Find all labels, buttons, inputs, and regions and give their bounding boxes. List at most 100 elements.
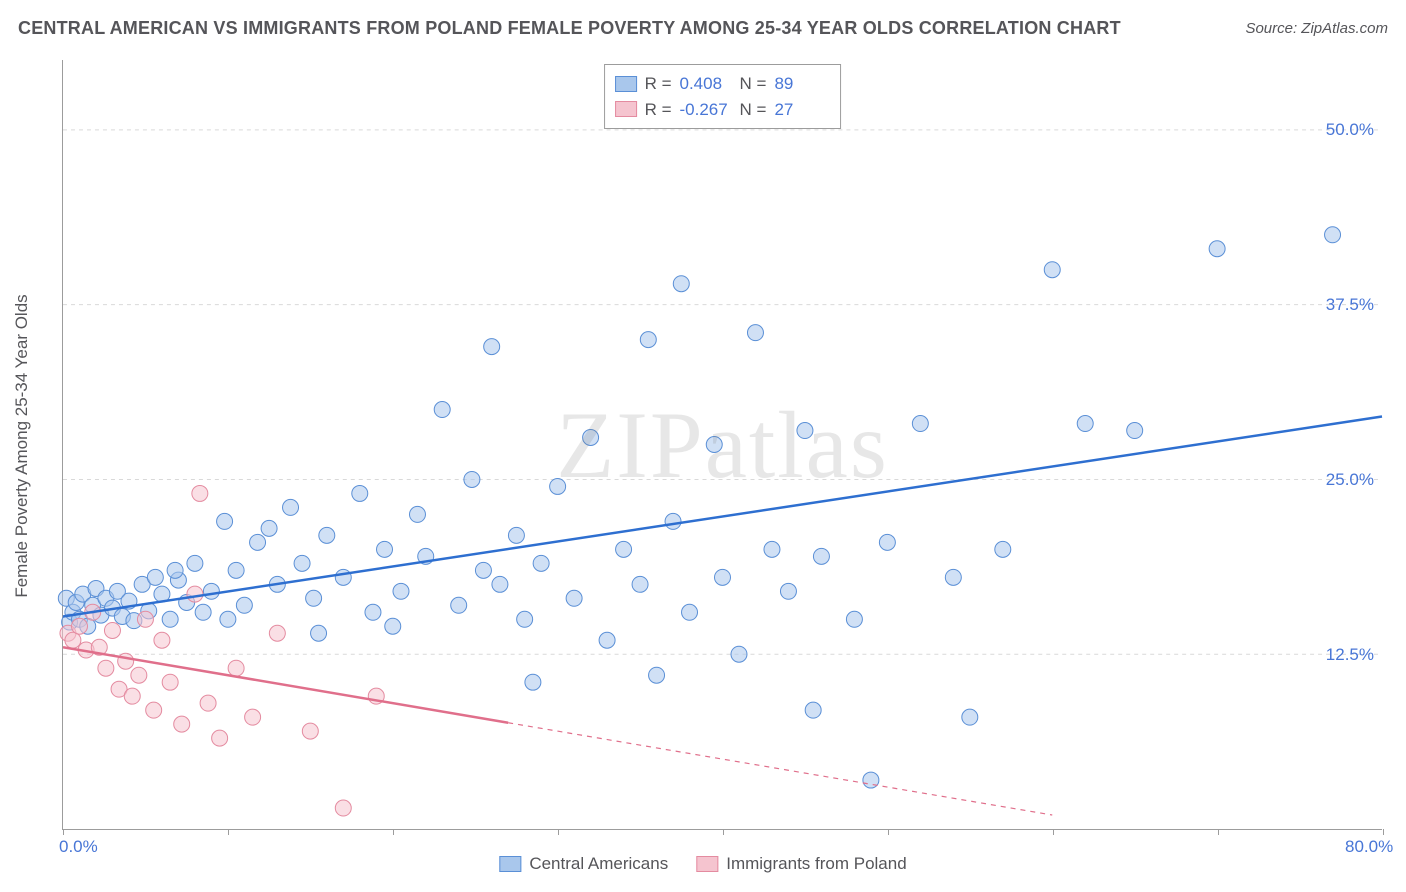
data-point xyxy=(409,506,425,522)
data-point xyxy=(319,527,335,543)
legend-swatch-2 xyxy=(696,856,718,872)
data-point xyxy=(154,632,170,648)
title-bar: CENTRAL AMERICAN VS IMMIGRANTS FROM POLA… xyxy=(18,18,1388,39)
data-point xyxy=(508,527,524,543)
data-point xyxy=(731,646,747,662)
data-point xyxy=(302,723,318,739)
data-point xyxy=(451,597,467,613)
data-point xyxy=(228,660,244,676)
chart-title: CENTRAL AMERICAN VS IMMIGRANTS FROM POLA… xyxy=(18,18,1121,39)
data-point xyxy=(195,604,211,620)
data-point xyxy=(147,569,163,585)
xtick-label: 80.0% xyxy=(1345,837,1393,857)
data-point xyxy=(995,541,1011,557)
data-point xyxy=(682,604,698,620)
data-point xyxy=(599,632,615,648)
data-point xyxy=(283,499,299,515)
data-point xyxy=(306,590,322,606)
data-point xyxy=(649,667,665,683)
data-point xyxy=(797,423,813,439)
legend-label-1: Central Americans xyxy=(529,854,668,874)
data-point xyxy=(269,625,285,641)
data-point xyxy=(945,569,961,585)
ytick-label: 25.0% xyxy=(1326,470,1374,490)
data-point xyxy=(187,555,203,571)
n-label-1: N = xyxy=(740,71,767,97)
data-point xyxy=(846,611,862,627)
data-point xyxy=(192,485,208,501)
data-point xyxy=(533,555,549,571)
data-point xyxy=(805,702,821,718)
r-label-2: R = xyxy=(645,97,672,123)
chart-svg xyxy=(63,60,1382,829)
data-point xyxy=(517,611,533,627)
data-point xyxy=(98,660,114,676)
data-point xyxy=(352,485,368,501)
ytick-label: 50.0% xyxy=(1326,120,1374,140)
n-label-2: N = xyxy=(740,97,767,123)
data-point xyxy=(715,569,731,585)
r-label-1: R = xyxy=(645,71,672,97)
data-point xyxy=(131,667,147,683)
xtick-mark xyxy=(723,829,724,835)
legend-label-2: Immigrants from Poland xyxy=(726,854,906,874)
stats-legend: R = 0.408 N = 89 R = -0.267 N = 27 xyxy=(604,64,842,129)
data-point xyxy=(566,590,582,606)
data-point xyxy=(879,534,895,550)
stats-row-1: R = 0.408 N = 89 xyxy=(615,71,827,97)
data-point xyxy=(174,716,190,732)
xtick-mark xyxy=(1218,829,1219,835)
data-point xyxy=(217,513,233,529)
data-point xyxy=(640,332,656,348)
data-point xyxy=(434,402,450,418)
data-point xyxy=(706,437,722,453)
data-point xyxy=(1209,241,1225,257)
plot-area: R = 0.408 N = 89 R = -0.267 N = 27 ZIPat… xyxy=(62,60,1382,830)
data-point xyxy=(187,586,203,602)
data-point xyxy=(583,430,599,446)
data-point xyxy=(294,555,310,571)
stats-row-2: R = -0.267 N = 27 xyxy=(615,97,827,123)
swatch-series-2 xyxy=(615,101,637,117)
data-point xyxy=(1325,227,1341,243)
data-point xyxy=(912,416,928,432)
xtick-mark xyxy=(1053,829,1054,835)
xtick-mark xyxy=(393,829,394,835)
data-point xyxy=(124,688,140,704)
r-value-2: -0.267 xyxy=(680,97,732,123)
data-point xyxy=(245,709,261,725)
trend-line xyxy=(63,647,508,723)
legend-swatch-1 xyxy=(499,856,521,872)
data-point xyxy=(311,625,327,641)
data-point xyxy=(335,800,351,816)
data-point xyxy=(484,339,500,355)
data-point xyxy=(365,604,381,620)
data-point xyxy=(261,520,277,536)
xtick-mark xyxy=(888,829,889,835)
data-point xyxy=(137,611,153,627)
data-point xyxy=(335,569,351,585)
data-point xyxy=(228,562,244,578)
data-point xyxy=(780,583,796,599)
data-point xyxy=(71,618,87,634)
data-point xyxy=(118,653,134,669)
data-point xyxy=(464,471,480,487)
data-point xyxy=(236,597,252,613)
y-axis-label: Female Poverty Among 25-34 Year Olds xyxy=(12,294,32,597)
data-point xyxy=(665,513,681,529)
data-point xyxy=(673,276,689,292)
data-point xyxy=(1044,262,1060,278)
trend-line-extrapolated xyxy=(508,723,1052,815)
data-point xyxy=(747,325,763,341)
xtick-mark xyxy=(1383,829,1384,835)
data-point xyxy=(203,583,219,599)
bottom-legend: Central Americans Immigrants from Poland xyxy=(499,854,906,874)
data-point xyxy=(764,541,780,557)
source-attribution: Source: ZipAtlas.com xyxy=(1245,20,1388,37)
data-point xyxy=(200,695,216,711)
n-value-1: 89 xyxy=(774,71,826,97)
xtick-mark xyxy=(558,829,559,835)
data-point xyxy=(385,618,401,634)
data-point xyxy=(1077,416,1093,432)
data-point xyxy=(146,702,162,718)
